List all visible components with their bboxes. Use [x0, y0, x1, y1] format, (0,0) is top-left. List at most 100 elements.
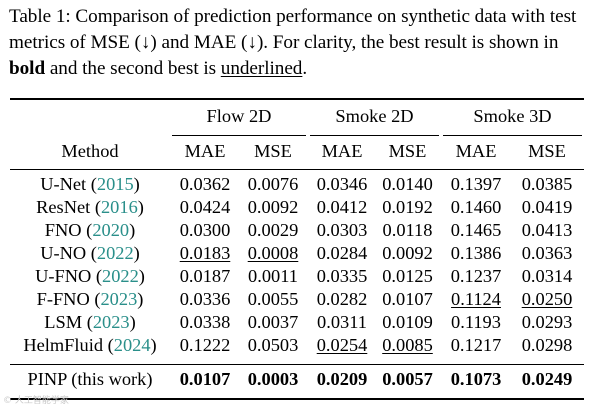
- method-name: F-FNO (2023): [36, 289, 144, 309]
- citation-year[interactable]: 2022: [96, 243, 134, 263]
- best-metric-value: 0.0209: [316, 369, 368, 389]
- metric-value: 0.1222: [179, 335, 231, 355]
- table-bottom-rule: [10, 398, 584, 400]
- metric-value: 0.0503: [247, 335, 299, 355]
- method-label: HelmFluid: [23, 335, 104, 355]
- method-label: LSM: [44, 312, 83, 332]
- metric-value: 0.0282: [316, 289, 368, 309]
- metric-value: 0.0092: [247, 197, 299, 217]
- method-name-pinp: PINP (this work): [27, 369, 153, 389]
- metric-value: 0.0183: [179, 243, 231, 263]
- watermark: © 人工智能学家: [3, 396, 69, 406]
- citation-year[interactable]: 2022: [102, 266, 139, 286]
- citation-year[interactable]: 2023: [100, 289, 138, 309]
- metric-value: 0.0187: [179, 266, 231, 286]
- group-header-smoke2d: Smoke 2D: [335, 106, 414, 126]
- table-final-row-rule: [10, 364, 584, 365]
- caption-text-1: Table 1: Comparison of prediction perfor…: [9, 6, 577, 53]
- metric-value: 0.0362: [179, 174, 231, 194]
- metric-value: 0.0385: [521, 174, 573, 194]
- metric-value: 0.1124: [451, 289, 501, 309]
- metric-value: 0.0363: [521, 243, 573, 263]
- metric-value: 0.0298: [521, 335, 573, 355]
- metric-value: 0.0338: [179, 312, 231, 332]
- metric-value: 0.0125: [382, 266, 433, 286]
- group-header-smoke3d: Smoke 3D: [473, 106, 552, 126]
- table-header-rule: [10, 169, 584, 170]
- metric-value: 0.1465: [450, 220, 502, 240]
- metric-value: 0.0346: [316, 174, 368, 194]
- metric-value: 0.0314: [521, 266, 573, 286]
- citation-year[interactable]: 2024: [113, 335, 151, 355]
- citation-year[interactable]: 2015: [96, 174, 134, 194]
- metric-value: 0.0140: [382, 174, 433, 194]
- metric-value: 0.0254: [316, 335, 368, 355]
- caption-bold-word: bold: [9, 58, 46, 79]
- table-top-rule: [10, 98, 584, 100]
- method-header: Method: [61, 141, 119, 161]
- group-rule-smoke2d: [310, 135, 439, 136]
- method-name: U-NO (2022): [40, 243, 140, 263]
- method-name: LSM (2023): [44, 312, 136, 332]
- metric-value: 0.0037: [247, 312, 299, 332]
- metric-value: 0.0055: [247, 289, 299, 309]
- metric-header: MSE: [254, 141, 292, 161]
- metric-value: 0.1217: [450, 335, 502, 355]
- citation-year[interactable]: 2020: [92, 220, 130, 240]
- caption-text-3: .: [302, 58, 308, 79]
- metric-header: MAE: [455, 141, 497, 161]
- method-label: U-NO: [40, 243, 87, 263]
- metric-value: 0.0335: [316, 266, 368, 286]
- metric-value: 0.1237: [450, 266, 502, 286]
- metric-value: 0.0284: [316, 243, 368, 263]
- metric-header: MSE: [388, 141, 427, 161]
- metric-value: 0.0336: [179, 289, 231, 309]
- citation-year[interactable]: 2016: [100, 197, 138, 217]
- metric-value: 0.0011: [248, 266, 298, 286]
- method-name: U-FNO (2022): [35, 266, 145, 286]
- metric-value: 0.0413: [521, 220, 573, 240]
- metric-value: 0.0293: [521, 312, 573, 332]
- metric-value: 0.0412: [316, 197, 368, 217]
- metric-value: 0.0424: [179, 197, 231, 217]
- best-metric-value: 0.0057: [382, 369, 433, 389]
- metric-value: 0.0300: [179, 220, 231, 240]
- method-label: U-FNO: [35, 266, 92, 286]
- best-metric-value: 0.0249: [521, 369, 573, 389]
- metric-value: 0.0192: [382, 197, 433, 217]
- metric-value: 0.1386: [450, 243, 502, 263]
- metric-value: 0.0092: [382, 243, 433, 263]
- metric-value: 0.0085: [382, 335, 433, 355]
- citation-year[interactable]: 2023: [92, 312, 130, 332]
- metric-value: 0.0029: [247, 220, 299, 240]
- group-rule-flow2d: [172, 135, 306, 136]
- best-metric-value: 0.1073: [450, 369, 502, 389]
- metric-value: 0.0118: [382, 220, 433, 240]
- method-label: FNO: [44, 220, 82, 240]
- method-label: F-FNO: [36, 289, 90, 309]
- method-label: U-Net: [40, 174, 87, 194]
- method-label: ResNet: [36, 197, 91, 217]
- metric-value: 0.0250: [521, 289, 573, 309]
- metric-header: MAE: [321, 141, 363, 161]
- metric-value: 0.0311: [317, 312, 367, 332]
- group-header-flow2d: Flow 2D: [206, 106, 272, 126]
- metric-value: 0.1397: [450, 174, 502, 194]
- method-name: FNO (2020): [44, 220, 136, 240]
- method-name: U-Net (2015): [40, 174, 140, 194]
- group-rule-smoke3d: [443, 135, 582, 136]
- best-metric-value: 0.0107: [179, 369, 231, 389]
- caption-text-2: and the second best is: [45, 58, 221, 79]
- method-name: HelmFluid (2024): [23, 335, 157, 355]
- metric-value: 0.1193: [451, 312, 501, 332]
- metric-value: 0.0008: [247, 243, 299, 263]
- metric-value: 0.0419: [521, 197, 573, 217]
- best-metric-value: 0.0003: [247, 369, 299, 389]
- metric-value: 0.0109: [382, 312, 433, 332]
- caption-underline-word: underlined: [220, 58, 303, 79]
- metric-header: MSE: [528, 141, 566, 161]
- metric-value: 0.0076: [247, 174, 299, 194]
- table-caption: Table 1: Comparison of prediction perfor…: [9, 4, 591, 82]
- metric-header: MAE: [184, 141, 226, 161]
- metric-value: 0.0303: [316, 220, 368, 240]
